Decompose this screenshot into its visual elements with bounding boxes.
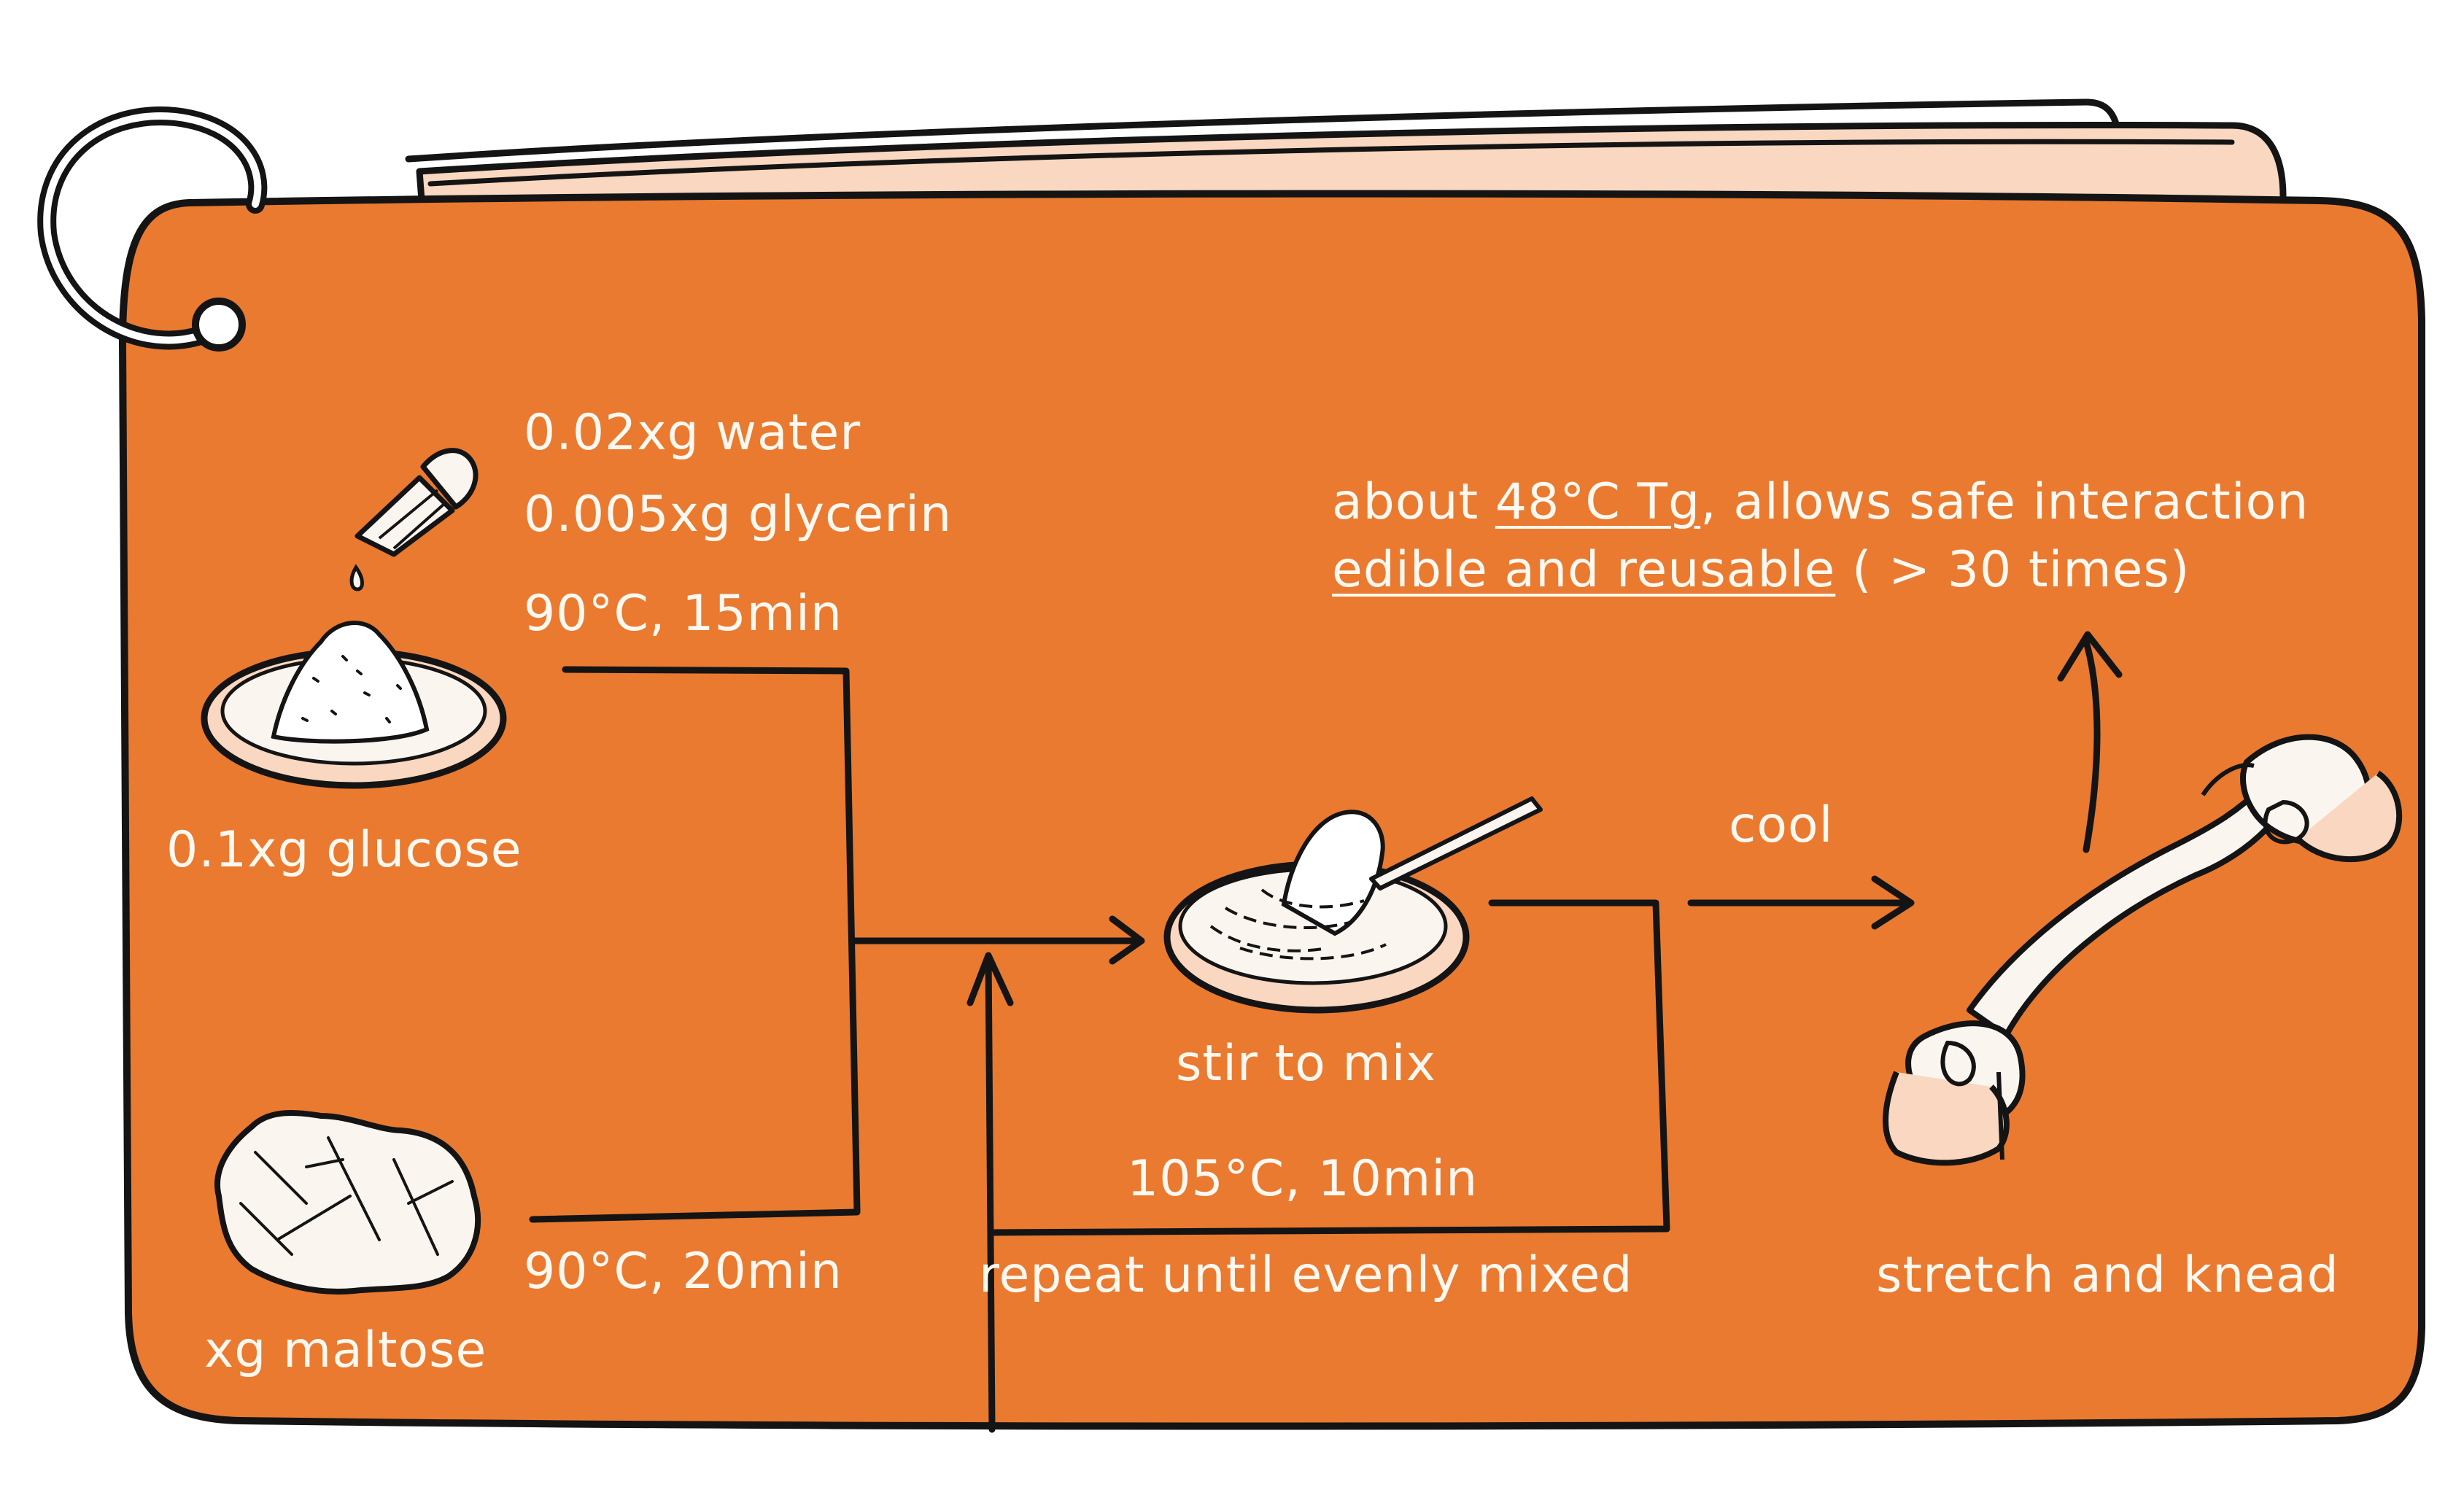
back-page-edge	[427, 139, 2235, 187]
water-label: 0.02xg water	[524, 404, 861, 462]
maltose-lump-icon	[214, 1109, 481, 1295]
property-note-line2: edible and reusable ( > 30 times)	[1332, 546, 2190, 595]
tg-value: 48°C Tg	[1495, 473, 1701, 531]
cool-label: cool	[1729, 796, 1834, 854]
edible-reusable: edible and reusable	[1332, 541, 1836, 599]
glucose-label: 0.1xg glucose	[166, 821, 522, 879]
stir-label: stir to mix	[1176, 1035, 1436, 1093]
property-note-line1: about 48°C Tg, allows safe interaction	[1332, 478, 2309, 527]
glucose-dish-icon	[201, 621, 507, 789]
maltose-label: xg maltose	[204, 1322, 487, 1379]
mixing-bowl-icon	[1163, 796, 1543, 1014]
reuse-count: ( > 30 times)	[1835, 541, 2190, 599]
note-prefix: about	[1332, 473, 1495, 531]
binder-ring-icon	[37, 106, 268, 352]
heat3-label: 105°C, 10min	[1127, 1150, 1479, 1208]
back-page-lines	[405, 98, 2123, 186]
stretching-hands-icon	[1883, 734, 2403, 1166]
note-safety: , allows safe interaction	[1700, 473, 2309, 531]
glycerin-label: 0.005xg glycerin	[524, 486, 953, 543]
repeat-label: repeat until evenly mixed	[979, 1246, 1633, 1304]
dropper-icon	[349, 448, 479, 591]
recipe-card	[119, 190, 2425, 1430]
stretch-label: stretch and knead	[1876, 1246, 2339, 1304]
heat2-label: 90°C, 20min	[524, 1243, 842, 1300]
heat1-label: 90°C, 15min	[524, 585, 842, 643]
flow-lines	[529, 631, 2123, 1433]
